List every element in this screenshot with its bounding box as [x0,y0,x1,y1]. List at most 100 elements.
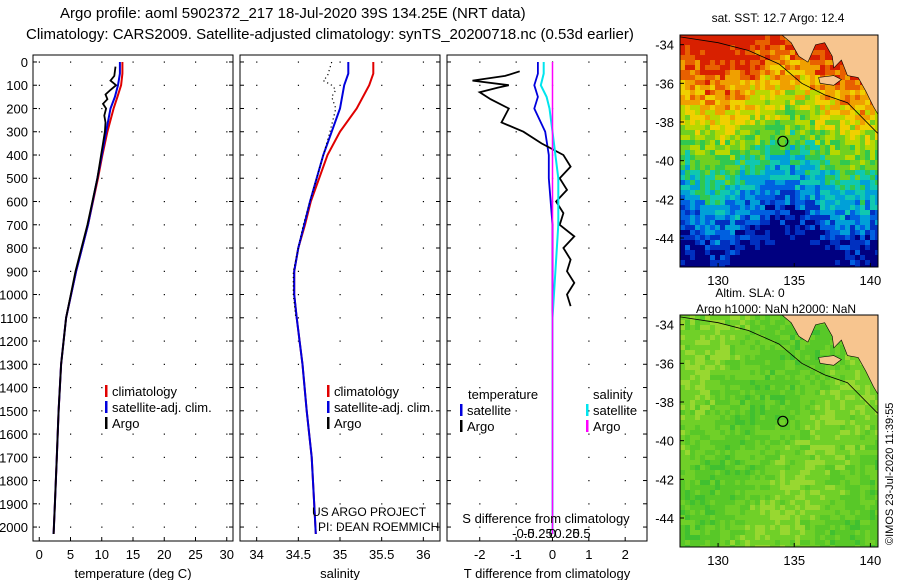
map-cell [875,145,878,150]
map-cell [710,90,715,95]
map-cell [760,330,765,335]
map-cell [795,205,800,210]
map-cell [820,260,825,265]
map-cell [700,95,705,100]
grid-dot [479,526,481,528]
map-cell [805,140,810,145]
map-cell [745,70,750,75]
map-cell [860,210,865,215]
grid-dot [624,177,626,179]
map-cell [795,80,800,85]
map-cell [835,505,840,510]
map-cell [715,325,720,330]
map-cell [805,475,810,480]
map-cell [755,340,760,345]
map-cell [835,100,840,105]
map-cell [845,405,850,410]
map-cell [760,385,765,390]
map-cell [795,455,800,460]
map-cell [845,485,850,490]
map-cell [825,545,830,547]
map-cell [700,90,705,95]
map-cell [795,145,800,150]
map-cell [825,515,830,520]
map-cell [695,535,700,540]
map-cell [820,460,825,465]
map-cell [715,45,720,50]
map-cell [840,510,845,515]
grid-dot [195,61,197,63]
map-cell [815,465,820,470]
map-cell [845,385,850,390]
map-cell [680,475,685,480]
grid-dot [163,363,165,365]
map-cell [860,390,865,395]
map-cell [845,210,850,215]
map-cell [830,185,835,190]
map-cell [870,180,875,185]
map-cell [745,430,750,435]
map-cell [800,490,805,495]
map-cell [810,410,815,415]
map-cell [685,335,690,340]
grid-dot [588,363,590,365]
map-cell [700,445,705,450]
map-cell [740,135,745,140]
map-cell [755,65,760,70]
grid-dot [479,131,481,133]
map-cell [840,195,845,200]
map-cell [705,60,710,65]
map-cell [745,325,750,330]
map-cell [790,335,795,340]
map-cell [755,150,760,155]
map-cell [785,220,790,225]
map-cell [740,195,745,200]
map-cell [690,445,695,450]
map-cell [770,425,775,430]
map-cell [855,410,860,415]
map-cell [800,535,805,540]
map-cell [685,470,690,475]
map-cell [800,360,805,365]
map-cell [710,500,715,505]
map-cell [800,395,805,400]
map-cell [750,130,755,135]
depth-contour [680,36,878,134]
map-cell [715,235,720,240]
grid-dot [297,84,300,86]
map-cell [805,230,810,235]
map-cell [770,400,775,405]
map-cell [730,395,735,400]
map-cell [700,165,705,170]
map-cell [700,35,705,40]
grid-dot [515,154,517,156]
map-cell [825,205,830,210]
map-cell [825,475,830,480]
map-cell [690,60,695,65]
map-cell [795,245,800,250]
map-cell [755,525,760,530]
map-cell [725,50,730,55]
map-cell [845,245,850,250]
map-cell [855,190,860,195]
x-tick-label: 5 [67,547,74,562]
map-cell [870,400,875,405]
map-cell [705,425,710,430]
map-cell [725,165,730,170]
map-cell [865,175,870,180]
map-cell [785,80,790,85]
map-x-tick-label: 135 [783,273,805,288]
map-cell [725,520,730,525]
map-cell [780,175,785,180]
grid-dot [624,456,626,458]
grid-dot [515,317,517,319]
map-cell [765,540,770,545]
map-cell [760,85,765,90]
map-cell [790,180,795,185]
map-cell [745,160,750,165]
map-cell [680,375,685,380]
map-cell [790,100,795,105]
map-cell [860,160,865,165]
map-cell [695,470,700,475]
map-cell [725,320,730,325]
